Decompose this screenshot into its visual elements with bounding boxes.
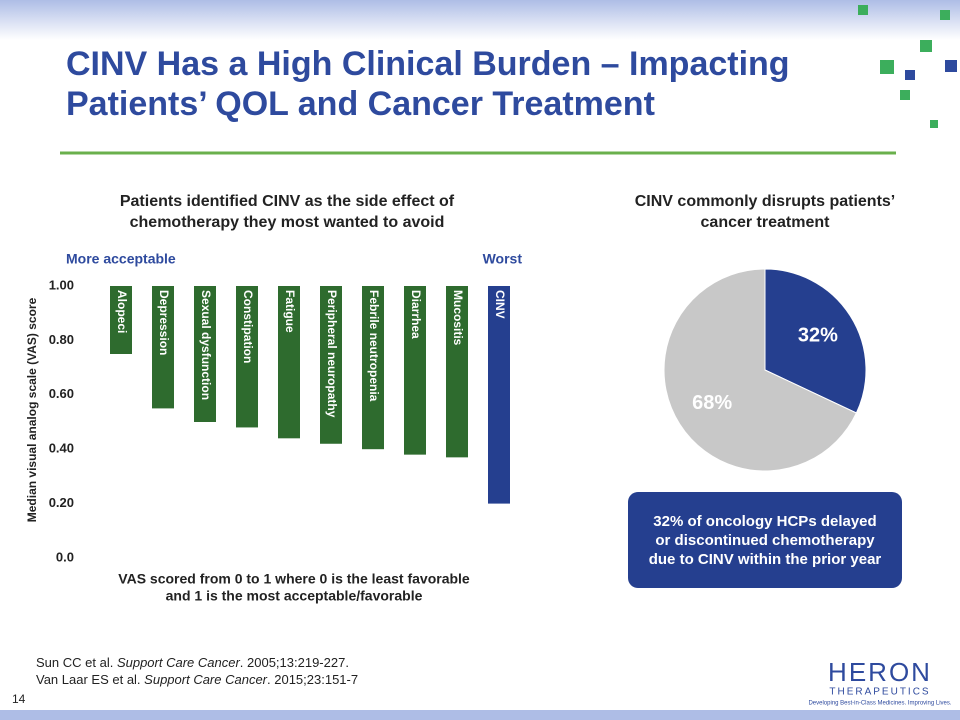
logo-sub: THERAPEUTICS xyxy=(829,687,930,698)
reference: Van Laar ES et al. Support Care Cancer. … xyxy=(36,672,358,687)
bar xyxy=(152,286,174,409)
chart-title: cancer treatment xyxy=(701,214,831,231)
y-tick-label: 0.80 xyxy=(49,332,74,347)
y-tick-label: 0.20 xyxy=(49,495,74,510)
title: CINV Has a High Clinical Burden – Impact… xyxy=(66,45,790,123)
slice-label: 32% xyxy=(798,325,838,347)
logo-tagline: Developing Best-in-Class Medicines. Impr… xyxy=(808,701,951,707)
references: Sun CC et al. Support Care Cancer. 2005;… xyxy=(36,655,358,687)
ref-details: . 2015;23:151-7 xyxy=(267,672,358,687)
callout-text: or discontinued chemotherapy xyxy=(655,532,875,549)
bar xyxy=(320,286,342,444)
caption: and 1 is the most acceptable/favorable xyxy=(166,588,423,604)
chart-title: chemotherapy they most wanted to avoid xyxy=(130,214,445,231)
bar xyxy=(236,286,258,428)
footer-band xyxy=(0,710,960,720)
reference: Sun CC et al. Support Care Cancer. 2005;… xyxy=(36,655,349,670)
bar xyxy=(110,286,132,354)
bar xyxy=(404,286,426,455)
page-number: 14 xyxy=(12,692,26,706)
deco-squares xyxy=(858,5,950,128)
callout-text: due to CINV within the prior year xyxy=(649,551,882,568)
title-line: Patients’ QOL and Cancer Treatment xyxy=(66,85,655,123)
pie-slice xyxy=(663,268,858,472)
caption: VAS scored from 0 to 1 where 0 is the le… xyxy=(118,571,470,587)
bar-label: Alopeci xyxy=(115,290,129,333)
ref-journal: Support Care Cancer xyxy=(117,655,241,670)
bar-label: Constipation xyxy=(241,290,255,363)
bar xyxy=(194,286,216,422)
y-axis-label: Median visual analog scale (VAS) score xyxy=(25,297,39,522)
header-band xyxy=(0,0,960,40)
slice-label: 68% xyxy=(692,392,732,414)
bar-label: Peripheral neuropathy xyxy=(325,290,339,418)
ref-details: . 2005;13:219-227. xyxy=(240,655,349,670)
logo-name: HERON xyxy=(828,657,932,687)
bar-label: Fatigue xyxy=(283,290,297,333)
y-tick-label: 1.00 xyxy=(49,277,74,292)
ref-journal: Support Care Cancer xyxy=(144,672,268,687)
callout-box xyxy=(628,492,902,588)
chart-title: Patients identified CINV as the side eff… xyxy=(120,193,455,210)
bar-label: CINV xyxy=(493,290,507,319)
title-line: CINV Has a High Clinical Burden – Impact… xyxy=(66,45,790,83)
bar-label: Sexual dysfunction xyxy=(199,290,213,400)
y-tick-label: 0.0 xyxy=(56,549,74,564)
bar-label: Depression xyxy=(157,290,171,355)
y-tick-label: 0.40 xyxy=(49,441,74,456)
bar xyxy=(446,286,468,458)
pie-slice xyxy=(764,268,867,414)
ref-authors: Van Laar ES et al. xyxy=(36,672,144,687)
bar-chart-title: Patients identified CINV as the side eff… xyxy=(120,193,455,231)
left-note: More acceptable xyxy=(66,251,176,267)
bar xyxy=(488,286,510,504)
bar-label: Mucositis xyxy=(451,290,465,346)
ref-authors: Sun CC et al. xyxy=(36,655,117,670)
bar xyxy=(362,286,384,450)
bar xyxy=(278,286,300,439)
right-note: Worst xyxy=(483,251,523,267)
chart-title: CINV commonly disrupts patients’ xyxy=(635,193,895,210)
bar-label: Diarrhea xyxy=(409,290,423,339)
callout-text: 32% of oncology HCPs delayed xyxy=(653,513,876,530)
y-tick-label: 0.60 xyxy=(49,386,74,401)
bar-label: Febrile neutropenia xyxy=(367,290,381,402)
